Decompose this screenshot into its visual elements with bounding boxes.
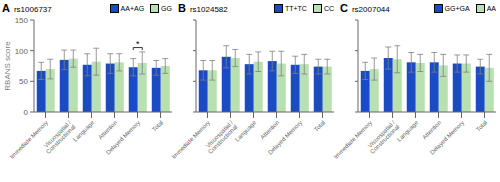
svg-text:Visuospatial /Constructional: Visuospatial /Constructional bbox=[365, 119, 401, 155]
html-text:GG: GG bbox=[161, 4, 172, 12]
svg-text:Language: Language bbox=[72, 119, 96, 143]
svg-text:Immediate Memory: Immediate Memory bbox=[9, 119, 50, 160]
svg-text:Delayed Memory: Delayed Memory bbox=[429, 119, 465, 155]
svg-text:Total: Total bbox=[475, 119, 488, 132]
html-text:AA: AA bbox=[486, 4, 496, 12]
svg-text:Visuospatial /Constructional: Visuospatial /Constructional bbox=[41, 119, 77, 155]
html-text:AA+AG: AA+AG bbox=[120, 4, 145, 12]
html-text:B rs1024582: B rs1024582 bbox=[178, 2, 228, 14]
svg-text:50: 50 bbox=[19, 77, 28, 86]
html-text:C rs2007044: C rs2007044 bbox=[340, 2, 390, 14]
svg-text:150: 150 bbox=[15, 16, 29, 25]
html-text:TT+TC: TT+TC bbox=[284, 4, 307, 12]
svg-text:Attention: Attention bbox=[97, 119, 118, 140]
svg-text:Total: Total bbox=[151, 119, 164, 132]
svg-text:Attention: Attention bbox=[421, 119, 442, 140]
svg-text:Language: Language bbox=[396, 119, 420, 143]
html-text:A rs1006737: A rs1006737 bbox=[2, 2, 52, 14]
svg-text:*: * bbox=[136, 39, 140, 49]
svg-text:0: 0 bbox=[24, 108, 29, 117]
html-text:CC: CC bbox=[323, 4, 334, 12]
html-text:GG+GA: GG+GA bbox=[444, 4, 470, 12]
svg-text:Total: Total bbox=[313, 119, 326, 132]
svg-text:Visuospatial /Constructional: Visuospatial /Constructional bbox=[203, 119, 239, 155]
svg-text:Delayed Memory: Delayed Memory bbox=[105, 119, 141, 155]
svg-text:RBANS score: RBANS score bbox=[8, 41, 12, 91]
svg-text:100: 100 bbox=[15, 47, 29, 56]
svg-text:Attention: Attention bbox=[259, 119, 280, 140]
svg-text:Immediate Memory: Immediate Memory bbox=[333, 119, 374, 160]
svg-text:Language: Language bbox=[234, 119, 258, 143]
svg-text:Immediate Memory: Immediate Memory bbox=[171, 119, 212, 160]
svg-text:Delayed Memory: Delayed Memory bbox=[267, 119, 303, 155]
